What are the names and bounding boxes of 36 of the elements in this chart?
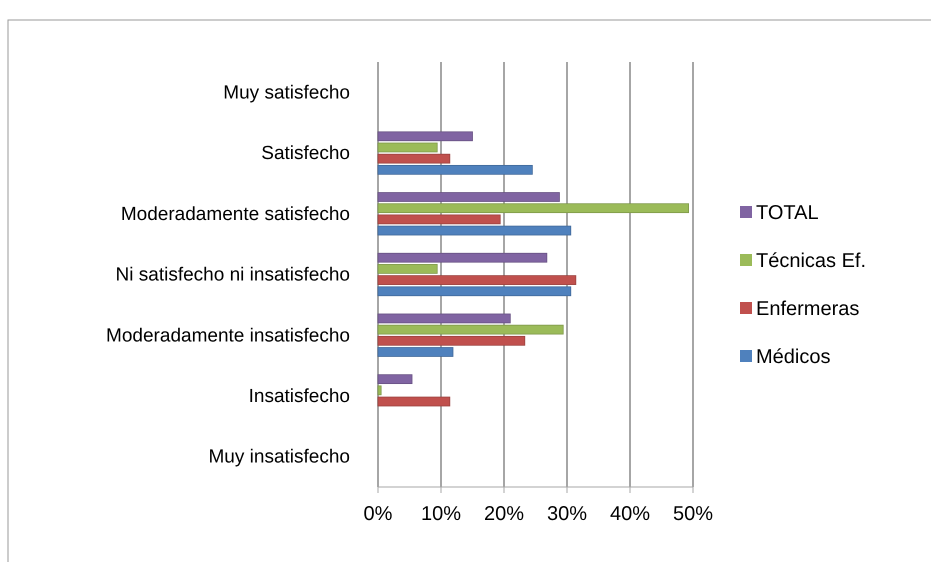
x-tick-label: 40%: [610, 503, 650, 525]
x-tick-label: 30%: [546, 503, 588, 525]
legend-label: TOTAL: [756, 202, 819, 224]
bar: [378, 203, 689, 214]
bar: [378, 154, 450, 164]
y-tick-label: Satisfecho: [261, 143, 350, 164]
x-tick-label: 20%: [484, 503, 524, 525]
bar: [378, 347, 454, 357]
y-tick-label: Ni satisfecho ni insatisfecho: [116, 264, 350, 286]
bar: [378, 226, 572, 236]
legend-label: Enfermeras: [756, 298, 860, 320]
legend-label: Médicos: [756, 346, 830, 368]
legend-label: Técnicas Ef.: [756, 250, 866, 272]
bar: [378, 286, 572, 296]
bar: [378, 314, 511, 324]
bar: [378, 264, 438, 274]
bar: [378, 192, 560, 202]
bar: [378, 131, 473, 142]
bar: [378, 142, 438, 152]
y-tick-label: Muy satisfecho: [223, 82, 350, 104]
bar: [378, 164, 533, 175]
y-tick-label: Insatisfecho: [248, 386, 350, 408]
bar: [378, 336, 526, 346]
x-tick-label: 50%: [672, 503, 714, 525]
y-tick-label: Muy insatisfecho: [208, 446, 350, 468]
bar: [378, 324, 564, 334]
bar: [378, 385, 382, 396]
x-tick-label: 0%: [364, 503, 393, 525]
x-tick-label: 10%: [420, 503, 462, 525]
bar: [378, 396, 450, 406]
y-tick-label: Moderadamente insatisfecho: [106, 325, 350, 346]
bar: [378, 252, 548, 263]
bar: [378, 374, 412, 384]
y-tick-label: Moderadamente satisfecho: [120, 204, 350, 225]
bar: [378, 214, 501, 224]
bar: [378, 275, 576, 285]
